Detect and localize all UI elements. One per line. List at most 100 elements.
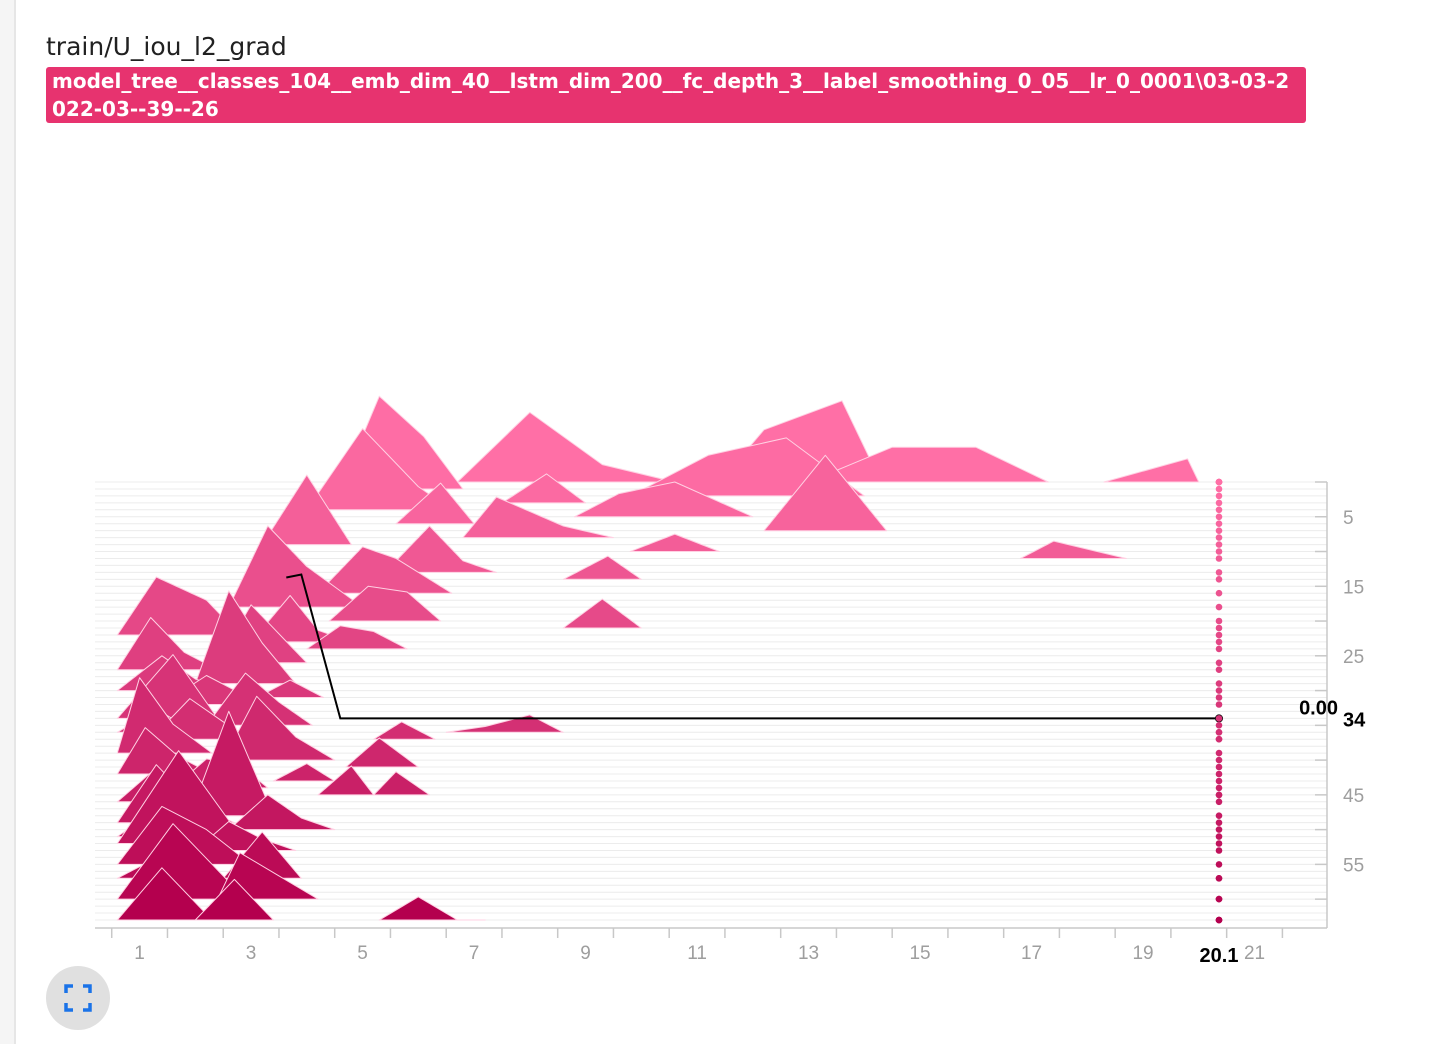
step-marker: [1215, 875, 1223, 882]
histogram-ridge: [272, 763, 336, 782]
step-marker: [1215, 576, 1223, 583]
x-axis: 1 3 5 7 9 11 13 15 17 19 21: [95, 927, 1327, 964]
step-marker: [1215, 722, 1223, 729]
histogram-ridge: [373, 721, 436, 740]
x-tick-label: 19: [1132, 943, 1153, 964]
histogram-ridge: [373, 771, 430, 796]
x-tick-label: 3: [246, 943, 257, 964]
step-marker: [1215, 603, 1223, 611]
step-marker: [1215, 569, 1223, 576]
x-tick-label: 7: [469, 943, 480, 964]
step-marker: [1215, 729, 1223, 736]
y-tick-label: 55: [1343, 855, 1364, 876]
step-marker: [1215, 617, 1223, 625]
histogram-ridge: [228, 525, 364, 608]
histogram-ridges: [116, 395, 1200, 921]
histogram-ridge: [116, 617, 219, 671]
x-tick-label: 5: [357, 943, 368, 964]
step-marker: [1215, 589, 1223, 597]
x-tick-label: 15: [909, 943, 930, 964]
step-marker: [1215, 784, 1223, 792]
step-marker: [1215, 659, 1223, 667]
histogram-ridge: [222, 695, 336, 761]
step-marker: [1215, 638, 1223, 646]
step-marker: [1215, 499, 1223, 507]
fullscreen-icon: [64, 984, 92, 1012]
histogram-ridge: [462, 496, 614, 539]
y-axis: 5 15 25 45 55: [1315, 481, 1364, 928]
x-tick-label: 1: [134, 943, 145, 964]
histogram-ridge: [808, 446, 1049, 483]
step-marker: [1215, 694, 1223, 701]
histogram-ridge: [306, 625, 408, 650]
histogram-ridge: [763, 454, 888, 532]
histogram-ridge: [384, 525, 497, 573]
step-marker: [1215, 701, 1223, 708]
y-tick-label: 15: [1343, 577, 1364, 598]
histogram-ridge: [116, 867, 213, 921]
step-marker: [1215, 478, 1223, 486]
step-marker: [1215, 520, 1223, 527]
hover-x-label: 20.1: [1200, 945, 1239, 967]
step-marker: [1215, 492, 1223, 500]
histogram-ridge: [189, 710, 274, 817]
step-marker: [1215, 485, 1223, 493]
fullscreen-button[interactable]: [46, 966, 110, 1030]
x-tick-label: 11: [687, 943, 707, 964]
step-marker: [1215, 826, 1223, 833]
histogram-ridge: [501, 473, 587, 504]
step-marker: [1215, 666, 1223, 673]
step-marker: [1215, 631, 1223, 639]
histogram-ridge: [194, 590, 297, 685]
histogram-ridge: [328, 585, 442, 622]
histogram-ridge: [395, 482, 475, 525]
y-tick-label: 45: [1343, 786, 1364, 807]
histogram-ridge: [562, 555, 642, 580]
step-marker: [1215, 687, 1223, 694]
step-marker: [1215, 916, 1223, 924]
x-tick-label: 13: [798, 943, 819, 964]
histogram-ridge: [116, 576, 241, 636]
step-marker: [1215, 715, 1223, 722]
histogram-ridge: [629, 533, 720, 552]
chart-title: train/U_iou_l2_grad: [46, 32, 287, 61]
hover-labels: 20.1 340.00: [1200, 697, 1367, 967]
step-marker: [1215, 791, 1223, 799]
hover-value-label: 0.00: [1299, 697, 1338, 719]
x-tick-label: 9: [580, 943, 591, 964]
step-marker: [1215, 735, 1223, 743]
step-markers: [1215, 478, 1223, 924]
histogram-ridge: [1019, 540, 1127, 559]
step-marker: [1215, 763, 1223, 771]
step-marker: [1215, 548, 1223, 555]
histogram-ridge: [256, 679, 325, 698]
histogram-ridge: [378, 896, 486, 921]
step-marker: [1215, 527, 1223, 534]
step-marker: [1215, 840, 1223, 847]
histogram-ridge: [456, 411, 676, 483]
step-marker: [1215, 680, 1223, 687]
step-marker: [1215, 798, 1223, 806]
step-marker: [1215, 555, 1223, 562]
histogram-ridge: [228, 794, 336, 831]
histogram-ridge: [261, 474, 352, 546]
step-marker: [1215, 506, 1223, 514]
hover-guide-line: [286, 573, 1219, 720]
step-marker: [1215, 895, 1223, 903]
run-tag[interactable]: model_tree__classes_104__emb_dim_40__lst…: [46, 67, 1306, 123]
step-marker: [1215, 819, 1223, 826]
y-tick-label: 25: [1343, 647, 1364, 668]
x-tick-label: 21: [1244, 943, 1265, 964]
step-marker: [1215, 812, 1223, 819]
step-marker: [1215, 847, 1223, 854]
step-marker: [1215, 645, 1223, 653]
step-marker: [1215, 749, 1223, 757]
histogram-ridge: [345, 737, 419, 768]
step-marker: [1215, 833, 1223, 840]
step-marker: [1215, 861, 1223, 868]
step-marker: [1215, 624, 1223, 632]
histogram-ridge: [317, 765, 375, 796]
histogram-ridge: [306, 428, 453, 511]
step-marker: [1215, 541, 1223, 548]
